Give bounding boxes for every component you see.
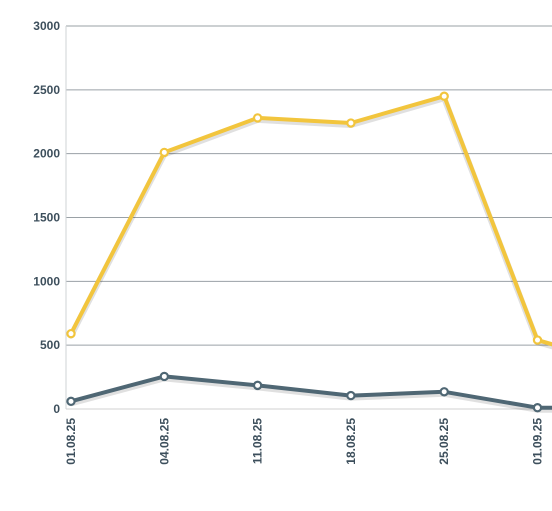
data-point[interactable]: [346, 390, 356, 401]
data-point[interactable]: [439, 387, 449, 397]
x-tick-label: 18.08.25: [344, 418, 358, 465]
data-point[interactable]: [439, 91, 449, 101]
series-shadow: [68, 95, 552, 350]
data-point[interactable]: [252, 113, 263, 123]
x-tick-label: 01.09.25: [531, 418, 545, 465]
series-line-2: [69, 374, 552, 410]
data-point[interactable]: [66, 328, 76, 339]
data-point[interactable]: [532, 335, 543, 345]
data-point[interactable]: [346, 118, 356, 128]
data-point[interactable]: [159, 371, 169, 382]
y-tick-label: 2000: [33, 147, 60, 161]
x-tick-label: 25.08.25: [437, 418, 451, 465]
y-tick-label: 500: [40, 338, 60, 352]
y-axis: 0 500 1000 1500 2000 2500 3000: [33, 19, 67, 416]
y-tick-label: 1500: [33, 211, 60, 225]
y-tick-label: 0: [53, 402, 60, 416]
series-lines: [66, 91, 552, 413]
x-tick-label: 11.08.25: [251, 418, 265, 464]
y-tick-label: 2500: [33, 83, 60, 97]
data-point[interactable]: [532, 403, 543, 413]
x-tick-label: 04.08.25: [157, 418, 171, 465]
series-line-1: [69, 94, 552, 347]
data-point[interactable]: [159, 147, 169, 158]
y-tick-label: 3000: [33, 19, 60, 33]
x-axis: 01.08.25 04.08.25 11.08.25 18.08.25 25.08.25…: [64, 418, 545, 465]
grid-lines: [66, 25, 552, 410]
y-tick-label: 1000: [33, 274, 60, 288]
data-point[interactable]: [252, 380, 263, 391]
x-tick-label: 01.08.25: [64, 418, 78, 465]
data-point[interactable]: [66, 396, 76, 407]
